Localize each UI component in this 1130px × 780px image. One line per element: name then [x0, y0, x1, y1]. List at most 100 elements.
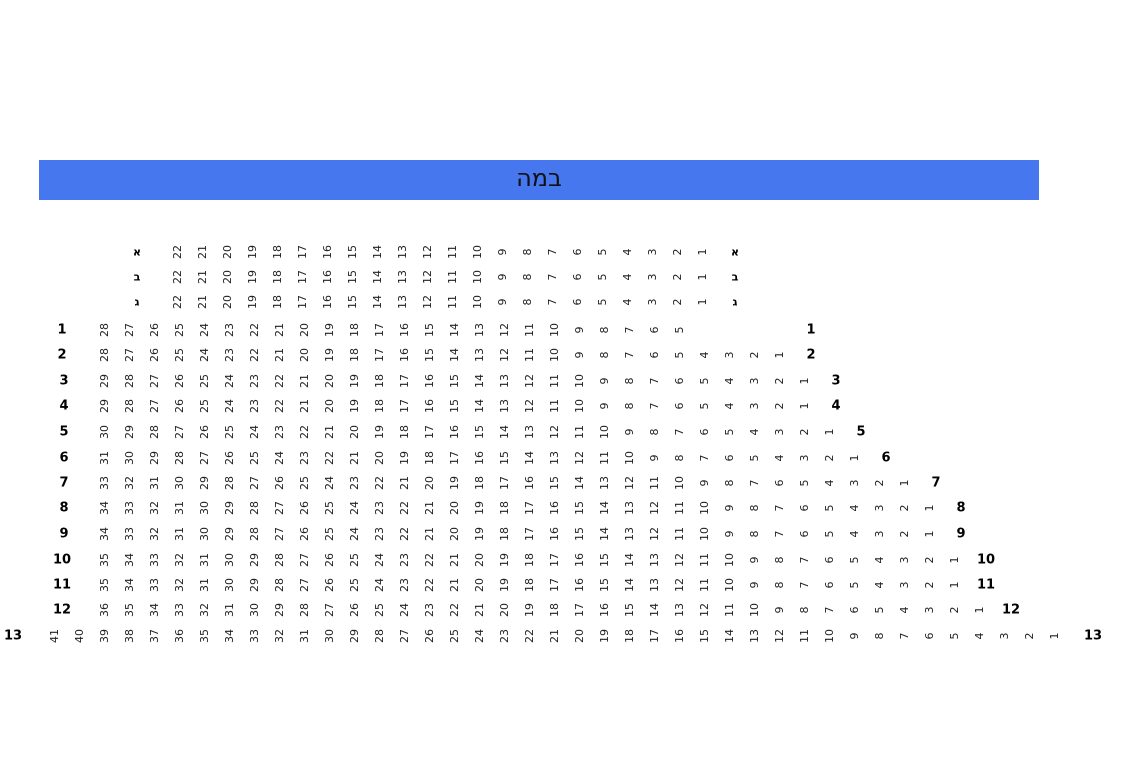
seat[interactable]: 25: [348, 578, 361, 592]
seat[interactable]: 16: [321, 270, 334, 284]
seat[interactable]: 17: [296, 295, 309, 309]
seat[interactable]: 14: [598, 527, 611, 541]
seat[interactable]: 19: [373, 425, 386, 439]
seat[interactable]: 2: [798, 428, 811, 436]
seat[interactable]: 5: [698, 377, 711, 385]
seat[interactable]: 27: [148, 399, 161, 413]
seat[interactable]: 28: [98, 348, 111, 362]
seat[interactable]: 4: [873, 581, 886, 589]
seat[interactable]: 23: [423, 603, 436, 617]
seat[interactable]: 7: [773, 504, 786, 512]
seat[interactable]: 6: [923, 632, 936, 640]
seat[interactable]: 5: [823, 504, 836, 512]
seat[interactable]: 23: [398, 578, 411, 592]
seat[interactable]: 12: [648, 501, 661, 515]
seat[interactable]: 12: [498, 323, 511, 337]
seat[interactable]: 26: [298, 527, 311, 541]
seat[interactable]: 15: [423, 323, 436, 337]
seat[interactable]: 18: [498, 527, 511, 541]
seat[interactable]: 25: [223, 425, 236, 439]
seat[interactable]: 10: [623, 451, 636, 465]
seat[interactable]: 9: [848, 632, 861, 640]
seat[interactable]: 18: [271, 295, 284, 309]
seat[interactable]: 9: [496, 273, 509, 281]
seat[interactable]: 30: [323, 629, 336, 643]
seat[interactable]: 19: [473, 527, 486, 541]
seat[interactable]: 3: [723, 351, 736, 359]
seat[interactable]: 29: [248, 553, 261, 567]
seat[interactable]: 30: [223, 553, 236, 567]
seat[interactable]: 28: [273, 578, 286, 592]
seat[interactable]: 20: [348, 425, 361, 439]
seat[interactable]: 8: [598, 351, 611, 359]
seat[interactable]: 8: [648, 428, 661, 436]
seat[interactable]: 5: [723, 428, 736, 436]
seat[interactable]: 5: [596, 273, 609, 281]
seat[interactable]: 13: [598, 476, 611, 490]
seat[interactable]: 22: [398, 501, 411, 515]
seat[interactable]: 22: [423, 578, 436, 592]
seat[interactable]: 2: [671, 248, 684, 256]
seat[interactable]: 34: [223, 629, 236, 643]
seat[interactable]: 14: [371, 295, 384, 309]
seat[interactable]: 17: [296, 245, 309, 259]
seat[interactable]: 2: [773, 402, 786, 410]
seat[interactable]: 31: [148, 476, 161, 490]
seat[interactable]: 2: [873, 479, 886, 487]
seat[interactable]: 8: [623, 377, 636, 385]
seat[interactable]: 11: [548, 374, 561, 388]
seat[interactable]: 3: [923, 606, 936, 614]
seat[interactable]: 5: [698, 402, 711, 410]
seat[interactable]: 9: [573, 326, 586, 334]
seat[interactable]: 12: [523, 374, 536, 388]
seat[interactable]: 13: [548, 451, 561, 465]
seat[interactable]: 2: [823, 454, 836, 462]
seat[interactable]: 27: [398, 629, 411, 643]
seat[interactable]: 21: [473, 603, 486, 617]
seat[interactable]: 8: [521, 298, 534, 306]
seat[interactable]: 12: [421, 295, 434, 309]
seat[interactable]: 4: [848, 504, 861, 512]
seat[interactable]: 3: [898, 581, 911, 589]
seat[interactable]: 19: [523, 603, 536, 617]
seat[interactable]: 16: [423, 374, 436, 388]
seat[interactable]: 13: [396, 295, 409, 309]
seat[interactable]: 31: [98, 451, 111, 465]
seat[interactable]: 18: [523, 553, 536, 567]
seat[interactable]: 17: [548, 553, 561, 567]
seat[interactable]: 14: [573, 476, 586, 490]
seat[interactable]: 12: [673, 578, 686, 592]
seat[interactable]: 8: [723, 479, 736, 487]
seat[interactable]: 29: [273, 603, 286, 617]
seat[interactable]: 12: [421, 270, 434, 284]
seat[interactable]: 26: [423, 629, 436, 643]
seat[interactable]: 29: [98, 399, 111, 413]
seat[interactable]: 14: [448, 348, 461, 362]
seat[interactable]: 28: [223, 476, 236, 490]
seat[interactable]: 1: [898, 479, 911, 487]
seat[interactable]: 30: [198, 501, 211, 515]
seat[interactable]: 20: [573, 629, 586, 643]
seat[interactable]: 14: [473, 399, 486, 413]
seat[interactable]: 10: [598, 425, 611, 439]
seat[interactable]: 11: [673, 501, 686, 515]
seat[interactable]: 40: [73, 629, 86, 643]
seat[interactable]: 6: [723, 454, 736, 462]
seat[interactable]: 17: [498, 476, 511, 490]
seat[interactable]: 9: [496, 298, 509, 306]
seat[interactable]: 5: [673, 351, 686, 359]
seat[interactable]: 3: [848, 479, 861, 487]
seat[interactable]: 12: [498, 348, 511, 362]
seat[interactable]: 22: [273, 374, 286, 388]
seat[interactable]: 28: [248, 501, 261, 515]
seat[interactable]: 18: [473, 476, 486, 490]
seat[interactable]: 17: [373, 348, 386, 362]
seat[interactable]: 13: [623, 501, 636, 515]
seat[interactable]: 20: [323, 399, 336, 413]
seat[interactable]: 24: [373, 553, 386, 567]
seat[interactable]: 13: [498, 399, 511, 413]
seat[interactable]: 5: [596, 298, 609, 306]
seat[interactable]: 18: [548, 603, 561, 617]
seat[interactable]: 4: [973, 632, 986, 640]
seat[interactable]: 14: [523, 451, 536, 465]
